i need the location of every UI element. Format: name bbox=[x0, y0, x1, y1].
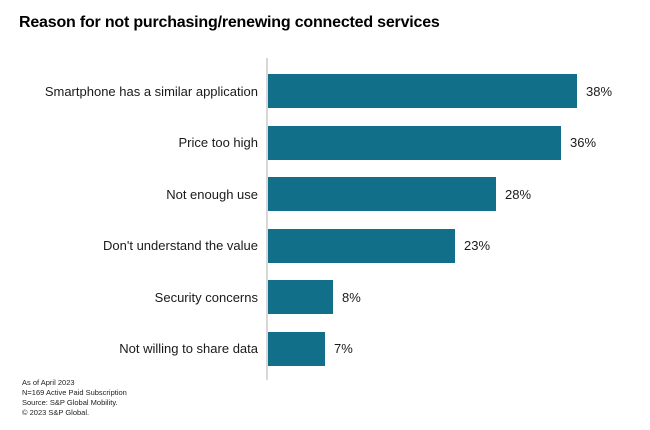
bar-row: Price too high 36% bbox=[0, 125, 650, 160]
bar bbox=[268, 74, 577, 108]
bar-row: Not enough use 28% bbox=[0, 177, 650, 212]
bar bbox=[268, 125, 561, 160]
bar bbox=[268, 228, 455, 263]
value-label: 7% bbox=[334, 341, 353, 357]
value-label: 8% bbox=[342, 289, 361, 305]
chart-title: Reason for not purchasing/renewing conne… bbox=[19, 14, 440, 31]
bar-row: Don't understand the value 23% bbox=[0, 228, 650, 263]
bar-track: 38% bbox=[268, 74, 650, 108]
category-label: Smartphone has a similar application bbox=[44, 83, 258, 99]
category-label: Price too high bbox=[178, 135, 259, 151]
bar bbox=[268, 331, 325, 366]
category-label: Security concerns bbox=[154, 289, 258, 305]
bar-track: 8% bbox=[268, 280, 650, 315]
bar-row: Smartphone has a similar application 38% bbox=[0, 74, 650, 108]
category-label: Don't understand the value bbox=[103, 238, 258, 254]
footnote-copyright: © 2023 S&P Global. bbox=[22, 408, 90, 417]
value-label: 38% bbox=[586, 83, 613, 99]
bar-track: 7% bbox=[268, 331, 650, 366]
chart-rows: Smartphone has a similar application 38%… bbox=[0, 74, 650, 384]
value-label: 28% bbox=[505, 186, 532, 202]
category-label: Not willing to share data bbox=[119, 341, 258, 357]
bar-row: Not willing to share data 7% bbox=[0, 331, 650, 366]
bar-track: 36% bbox=[268, 125, 650, 160]
footnote-sample-size: N=169 Active Paid Subscription bbox=[22, 388, 127, 397]
value-label: 36% bbox=[570, 135, 597, 151]
value-label: 23% bbox=[464, 238, 491, 254]
bar-track: 28% bbox=[268, 177, 650, 212]
y-axis-line bbox=[266, 58, 268, 380]
category-label: Not enough use bbox=[166, 186, 258, 202]
footnote-source: Source: S&P Global Mobility. bbox=[22, 398, 118, 407]
footnote-as-of: As of April 2023 bbox=[22, 378, 75, 387]
bar-track: 23% bbox=[268, 228, 650, 263]
bar bbox=[268, 177, 496, 212]
bar-row: Security concerns 8% bbox=[0, 280, 650, 315]
footnotes: As of April 2023 N=169 Active Paid Subsc… bbox=[22, 378, 127, 418]
bar bbox=[268, 280, 333, 315]
